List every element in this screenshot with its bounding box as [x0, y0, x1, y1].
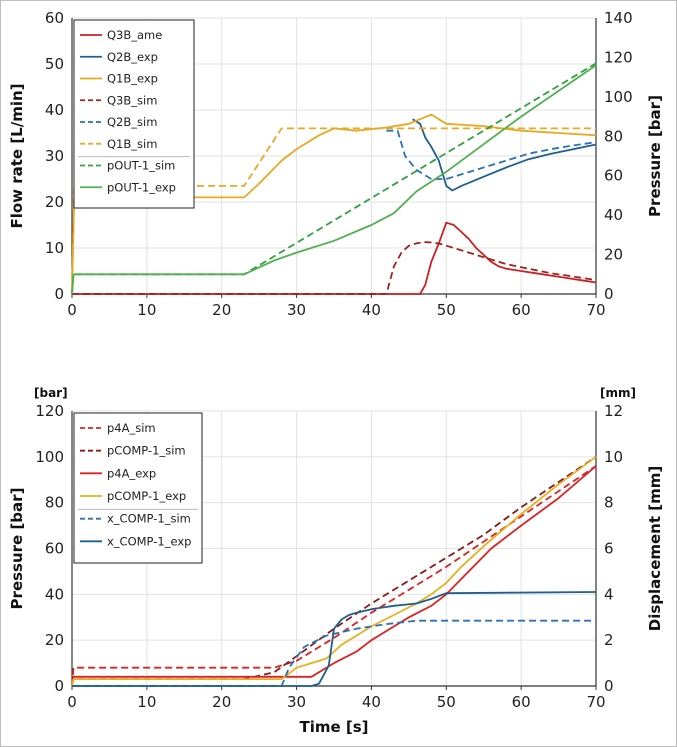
top-legend-label-Q2B_exp: Q2B_exp: [107, 50, 158, 64]
top-y2tick-label-7: 140: [604, 9, 633, 27]
top-xtick-label-6: 60: [512, 301, 531, 319]
bottom-y2label: Displacement [mm]: [646, 466, 664, 631]
bottom-y2tick-label-0: 0: [604, 677, 614, 695]
bottom-y2tick-label-1: 2: [604, 631, 614, 649]
bottom-ytick-label-1: 20: [45, 631, 64, 649]
bottom-ytick-label-5: 100: [35, 448, 64, 466]
bottom-legend-label-p4A_sim: p4A_sim: [107, 421, 156, 435]
bottom-series-pCOMP-1_exp: [71, 456, 597, 687]
top-legend-label-Q2B_sim: Q2B_sim: [107, 115, 157, 129]
bottom-legend-label-x_COMP-1_sim: x_COMP-1_sim: [107, 512, 191, 526]
bottom-xtick-label-3: 30: [287, 693, 306, 711]
top-ytick-label-2: 20: [45, 193, 64, 211]
bottom-ytick-label-6: 120: [35, 402, 64, 420]
top-y2tick-label-3: 60: [604, 167, 623, 185]
top-series-Q3B_sim: [72, 241, 597, 295]
top-y2tick-label-2: 40: [604, 206, 623, 224]
top-ytick-label-3: 30: [45, 147, 64, 165]
bottom-series-x_COMP-1_sim: [72, 619, 596, 687]
top-series-pOUT-1_exp: [71, 64, 597, 295]
top-series-Q2B_sim: [386, 129, 597, 180]
bottom-y2tick-label-3: 6: [604, 540, 614, 558]
top-series-Q1B_sim: [71, 127, 596, 295]
bottom-series-p4A_exp: [71, 465, 597, 687]
bottom-yunit: [bar]: [34, 386, 68, 400]
bottom-series-p4A_sim: [71, 465, 597, 687]
bottom-xtick-label-7: 70: [586, 693, 605, 711]
bottom-ytick-label-2: 40: [45, 585, 64, 603]
top-y2label: Pressure [bar]: [646, 95, 664, 217]
top-ytick-label-5: 50: [45, 55, 64, 73]
bottom-xtick-label-5: 50: [437, 693, 456, 711]
top-legend-label-Q3B_ame: Q3B_ame: [107, 28, 162, 42]
top-y2tick-label-5: 100: [604, 88, 633, 106]
bottom-ytick-label-4: 80: [45, 494, 64, 512]
top-ylabel: Flow rate [L/min]: [8, 83, 26, 228]
bottom-series-x_COMP-1_exp: [72, 591, 597, 687]
bottom-y2tick-label-2: 4: [604, 585, 614, 603]
top-y2tick-label-4: 80: [604, 127, 623, 145]
top-y2tick-label-6: 120: [604, 48, 633, 66]
top-xtick-label-4: 40: [362, 301, 381, 319]
bottom-xtick-label-4: 40: [362, 693, 381, 711]
top-legend-box: [73, 19, 195, 209]
top-legend-label-Q3B_sim: Q3B_sim: [107, 93, 157, 107]
top-series-Q3B_ame: [72, 221, 597, 295]
bottom-legend-label-pCOMP-1_exp: pCOMP-1_exp: [107, 489, 186, 503]
bottom-y2unit: [mm]: [600, 386, 636, 400]
bottom-y2tick-label-6: 12: [604, 402, 623, 420]
top-ytick-label-6: 60: [45, 9, 64, 27]
top-y2tick-label-0: 0: [604, 285, 614, 303]
bottom-ytick-label-3: 60: [45, 540, 64, 558]
top-series-Q2B_exp: [412, 118, 597, 192]
bottom-ylabel: Pressure [bar]: [8, 488, 26, 610]
top-ytick-label-0: 0: [54, 285, 64, 303]
top-legend-label-Q1B_exp: Q1B_exp: [107, 72, 158, 86]
top-xtick-label-1: 10: [137, 301, 156, 319]
bottom-xtick-label-0: 0: [67, 693, 77, 711]
bottom-legend-box: [73, 412, 203, 564]
top-ytick-label-1: 10: [45, 239, 64, 257]
bottom-y2tick-label-5: 10: [604, 448, 623, 466]
top-xtick-label-0: 0: [67, 301, 77, 319]
top-legend-label-pOUT-1_sim: pOUT-1_sim: [107, 159, 175, 173]
top-xtick-label-3: 30: [287, 301, 306, 319]
bottom-ytick-label-0: 0: [54, 677, 64, 695]
bottom-xtick-label-1: 10: [137, 693, 156, 711]
top-ytick-label-4: 40: [45, 101, 64, 119]
top-xtick-label-2: 20: [212, 301, 231, 319]
bottom-legend-label-p4A_exp: p4A_exp: [107, 466, 156, 480]
bottom-legend-label-pCOMP-1_sim: pCOMP-1_sim: [107, 444, 186, 458]
top-xtick-label-5: 50: [437, 301, 456, 319]
top-legend-label-pOUT-1_exp: pOUT-1_exp: [107, 180, 176, 194]
bottom-legend-label-x_COMP-1_exp: x_COMP-1_exp: [107, 534, 191, 548]
bottom-xtick-label-2: 20: [212, 693, 231, 711]
top-y2tick-label-1: 20: [604, 246, 623, 264]
bottom-xtick-label-6: 60: [512, 693, 531, 711]
top-legend-label-Q1B_sim: Q1B_sim: [107, 137, 157, 151]
bottom-y2tick-label-4: 8: [604, 494, 614, 512]
top-xtick-label-7: 70: [586, 301, 605, 319]
bottom-xlabel: Time [s]: [299, 718, 368, 736]
